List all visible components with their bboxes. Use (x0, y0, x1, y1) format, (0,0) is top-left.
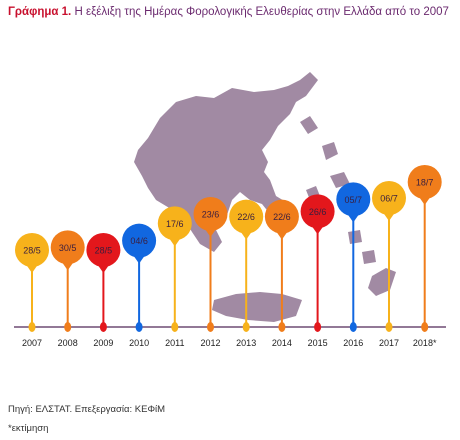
chart-title-label: Γράφημα 1. (8, 6, 72, 18)
x-tick-label: 2015 (308, 338, 328, 348)
marker-base (64, 322, 72, 332)
x-tick-label: 2016 (343, 338, 363, 348)
marker-base (278, 322, 286, 332)
chart-title: Γράφημα 1. Η εξέλιξη της Ημέρας Φορολογι… (8, 6, 456, 18)
marker-base (421, 322, 429, 332)
data-label: 05/7 (345, 195, 363, 205)
data-label: 22/6 (237, 212, 255, 222)
footnote: *εκτίμηση (8, 423, 49, 434)
chart-title-text: Η εξέλιξη της Ημέρας Φορολογικής Ελευθερ… (74, 6, 449, 18)
data-point (193, 197, 228, 231)
data-label: 06/7 (380, 194, 398, 204)
data-label: 18/7 (416, 178, 434, 188)
data-point (15, 233, 49, 267)
marker-base (99, 322, 107, 332)
data-label: 26/6 (309, 207, 327, 217)
x-tick-label: 2013 (236, 338, 256, 348)
data-label: 28/5 (95, 246, 113, 256)
marker-base (28, 322, 36, 332)
marker-base (349, 322, 357, 332)
data-point (229, 199, 264, 234)
x-tick-label: 2017 (379, 338, 399, 348)
data-point (50, 230, 85, 265)
x-tick-label: 2012 (200, 338, 220, 348)
x-tick-label: 2014 (272, 338, 292, 348)
source-note: Πηγή: ΕΛΣΤΑΤ. Επεξεργασία: ΚΕΦίΜ (8, 404, 166, 415)
x-tick-label: 2007 (22, 338, 42, 348)
data-label: 04/6 (130, 236, 148, 246)
x-tick-label: 2018* (413, 338, 437, 348)
marker-base (207, 322, 214, 332)
data-point (157, 206, 192, 241)
data-label: 28/5 (23, 246, 41, 256)
data-label: 23/6 (202, 210, 220, 220)
data-label: 22/6 (273, 212, 291, 222)
data-point (372, 181, 406, 215)
marker-base (135, 322, 143, 332)
data-label: 17/6 (166, 219, 184, 229)
data-point (264, 199, 299, 234)
greece-map (134, 72, 396, 322)
data-point (407, 165, 442, 199)
x-tick-label: 2009 (93, 338, 113, 348)
x-tick-label: 2008 (58, 338, 78, 348)
data-point (336, 182, 371, 217)
marker-base (385, 322, 393, 332)
data-label: 30/5 (59, 243, 77, 253)
data-point (300, 194, 335, 229)
data-point (86, 233, 121, 267)
marker-base (171, 322, 179, 332)
x-tick-label: 2010 (129, 338, 149, 348)
marker-base (314, 322, 322, 332)
data-point (122, 223, 157, 258)
x-tick-label: 2011 (165, 338, 184, 348)
marker-base (242, 322, 250, 332)
